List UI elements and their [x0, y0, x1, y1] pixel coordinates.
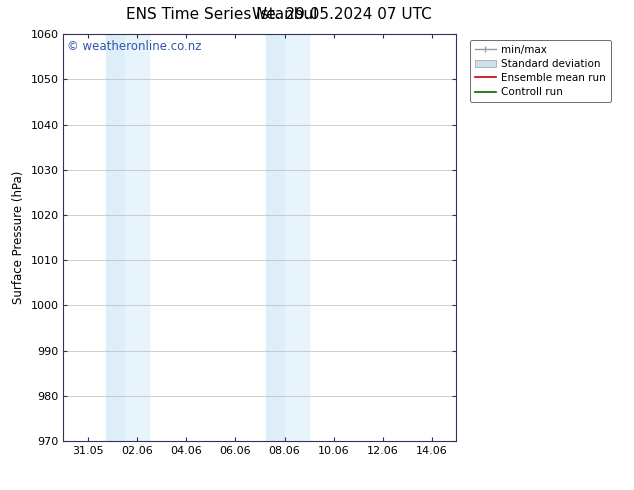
Y-axis label: Surface Pressure (hPa): Surface Pressure (hPa) — [12, 171, 25, 304]
Text: We. 29.05.2024 07 UTC: We. 29.05.2024 07 UTC — [252, 7, 432, 22]
Bar — [266, 34, 285, 441]
Legend: min/max, Standard deviation, Ensemble mean run, Controll run: min/max, Standard deviation, Ensemble me… — [470, 40, 611, 102]
Bar — [107, 34, 125, 441]
Text: ENS Time Series Istanbul: ENS Time Series Istanbul — [126, 7, 318, 22]
Bar — [285, 34, 309, 441]
Text: © weatheronline.co.nz: © weatheronline.co.nz — [67, 40, 202, 53]
Bar — [125, 34, 150, 441]
